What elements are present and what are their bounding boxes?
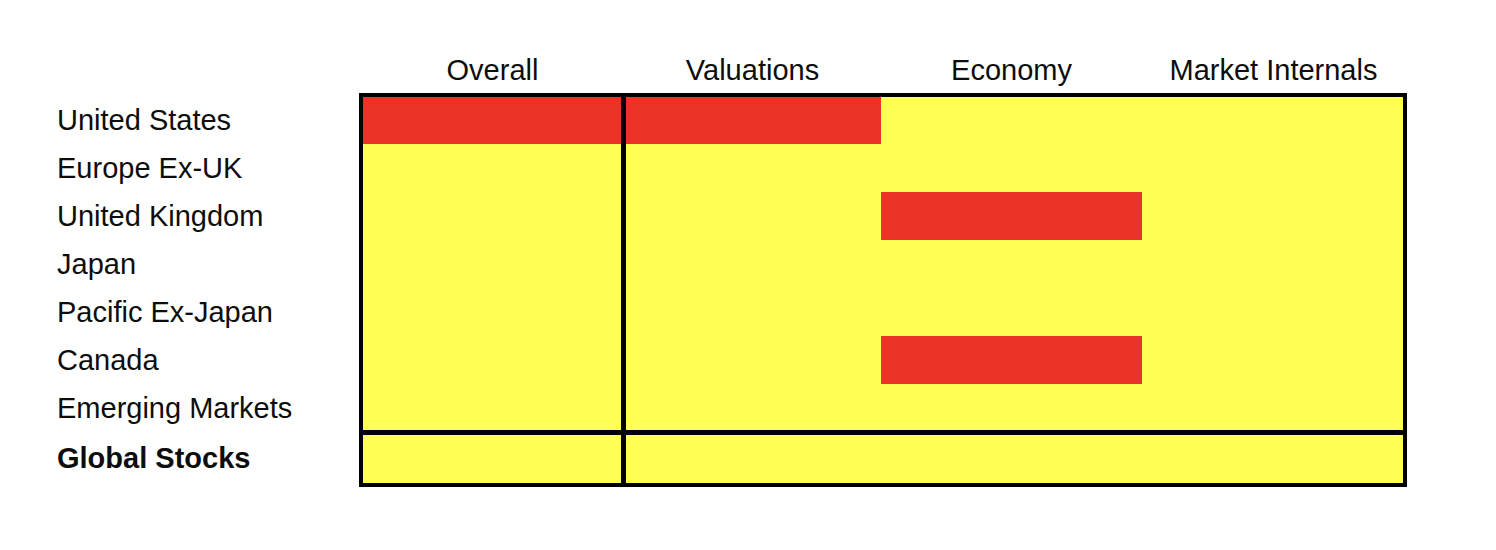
heatmap-cell-r3c0 [361,240,624,288]
column-header-overall: Overall [361,52,624,88]
heatmap-cell-r5c3 [1142,336,1405,384]
heatmap-cell-r4c1 [624,288,881,336]
column-header-valuations: Valuations [624,52,881,88]
heatmap-cell-r2c3 [1142,192,1405,240]
heatmap-cell-r6c0 [361,384,624,432]
heatmap-cell-r6c3 [1142,384,1405,432]
heatmap-cell-r5c2 [881,336,1142,384]
heatmap-cell-r2c0 [361,192,624,240]
heatmap-cell-r1c3 [1142,144,1405,192]
heatmap-cell-r1c2 [881,144,1142,192]
heatmap-cell-r7c3 [1142,434,1405,483]
heatmap-cell-r6c1 [624,384,881,432]
heatmap-cell-r0c1 [624,96,881,144]
heatmap-cell-r2c2 [881,192,1142,240]
heatmap-cell-r4c0 [361,288,624,336]
heatmap-page: Overall Valuations Economy Market Intern… [0,0,1496,550]
heatmap-cell-r5c1 [624,336,881,384]
heatmap-cell-r3c3 [1142,240,1405,288]
heatmap-cell-r6c2 [881,384,1142,432]
heatmap-cell-r1c0 [361,144,624,192]
heatmap-cell-r0c3 [1142,96,1405,144]
heatmap-cell-r7c1 [624,434,881,483]
column-header-economy: Economy [881,52,1142,88]
row-label-global-stocks: Global Stocks [57,434,357,482]
heatmap-cell-r1c1 [624,144,881,192]
heatmap-cell-r4c2 [881,288,1142,336]
heatmap-cell-r5c0 [361,336,624,384]
heatmap-cell-r3c1 [624,240,881,288]
row-label-united-kingdom: United Kingdom [57,192,357,240]
row-label-japan: Japan [57,240,357,288]
row-label-emerging-markets: Emerging Markets [57,384,357,432]
heatmap-cell-r0c0 [361,96,624,144]
column-header-market-internals: Market Internals [1142,52,1405,88]
heatmap-cell-r7c2 [881,434,1142,483]
row-label-pacific-ex-japan: Pacific Ex-Japan [57,288,357,336]
heatmap-cell-r3c2 [881,240,1142,288]
heatmap-cell-r0c2 [881,96,1142,144]
heatmap-cell-r4c3 [1142,288,1405,336]
row-label-europe-ex-uk: Europe Ex-UK [57,144,357,192]
heatmap-cell-r7c0 [361,434,624,483]
row-label-canada: Canada [57,336,357,384]
row-label-united-states: United States [57,96,357,144]
heatmap-cell-r2c1 [624,192,881,240]
